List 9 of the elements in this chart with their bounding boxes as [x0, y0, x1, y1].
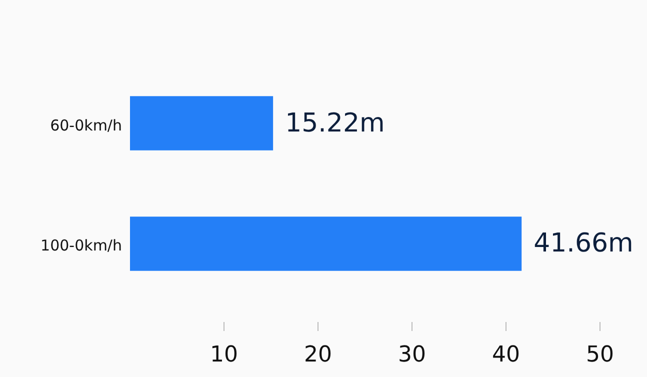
- x-tick-label: 10: [210, 342, 238, 368]
- x-tick-label: 50: [586, 342, 614, 368]
- x-tick-label: 20: [304, 342, 332, 368]
- y-tick-label: 100-0km/h: [40, 236, 122, 255]
- data-label: 15.22m: [285, 108, 385, 138]
- x-tick-label: 40: [492, 342, 520, 368]
- x-tick-label: 30: [398, 342, 426, 368]
- data-label: 41.66m: [534, 228, 634, 259]
- y-tick-label: 60-0km/h: [50, 116, 122, 134]
